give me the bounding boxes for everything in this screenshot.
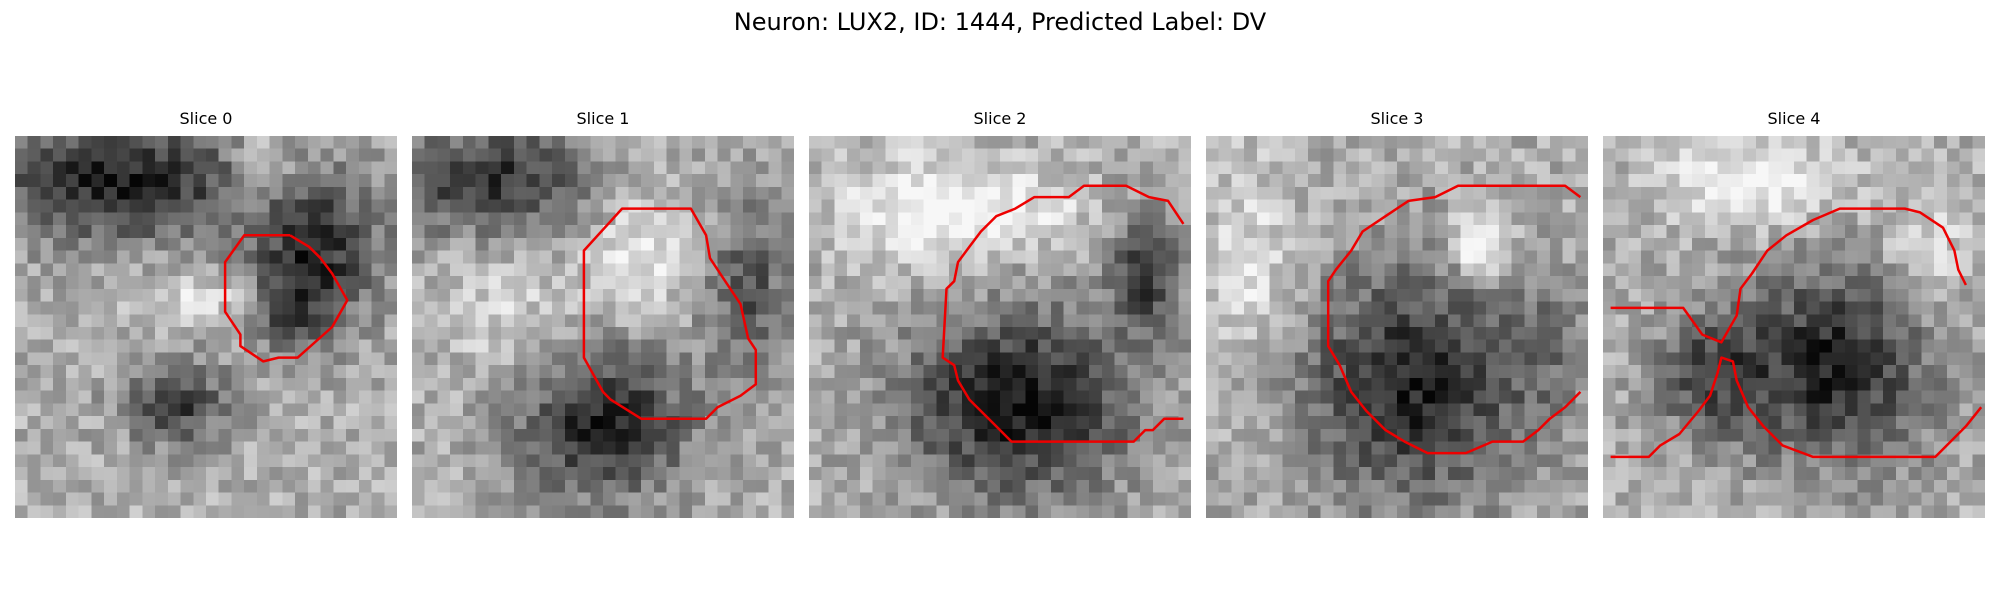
contour-overlay <box>1326 184 1582 455</box>
slice-panel-1: Slice 1 <box>412 108 794 518</box>
contour-line-0 <box>223 234 349 363</box>
slice-title-0: Slice 0 <box>179 109 233 128</box>
contour-line-0 <box>582 207 758 420</box>
slice-image-4 <box>1603 136 1985 518</box>
slice-panel-4: Slice 4 <box>1603 108 1985 518</box>
microscopy-image <box>412 136 794 518</box>
contour-overlay <box>582 207 758 420</box>
slice-panel-3: Slice 3 <box>1206 108 1588 518</box>
slice-panel-2: Slice 2 <box>809 108 1191 518</box>
microscopy-image <box>1206 136 1588 518</box>
figure-title: Neuron: LUX2, ID: 1444, Predicted Label:… <box>733 8 1267 36</box>
contour-overlay <box>941 184 1185 443</box>
slice-image-2 <box>809 136 1191 518</box>
microscopy-image <box>1603 136 1985 518</box>
slice-image-3 <box>1206 136 1588 518</box>
contour-overlay <box>223 234 349 363</box>
slice-title-4: Slice 4 <box>1767 109 1821 128</box>
slice-title-1: Slice 1 <box>576 109 630 128</box>
slice-image-0 <box>15 136 397 518</box>
contour-line-0 <box>1326 184 1582 455</box>
slice-title-3: Slice 3 <box>1370 109 1424 128</box>
slice-title-2: Slice 2 <box>973 109 1027 128</box>
contour-line-0 <box>941 184 1185 443</box>
contour-overlay <box>1610 207 1983 459</box>
contour-line-1 <box>1610 356 1983 459</box>
microscopy-image <box>809 136 1191 518</box>
contour-line-0 <box>1610 207 1968 344</box>
slice-panel-0: Slice 0 <box>15 108 397 518</box>
slice-image-1 <box>412 136 794 518</box>
